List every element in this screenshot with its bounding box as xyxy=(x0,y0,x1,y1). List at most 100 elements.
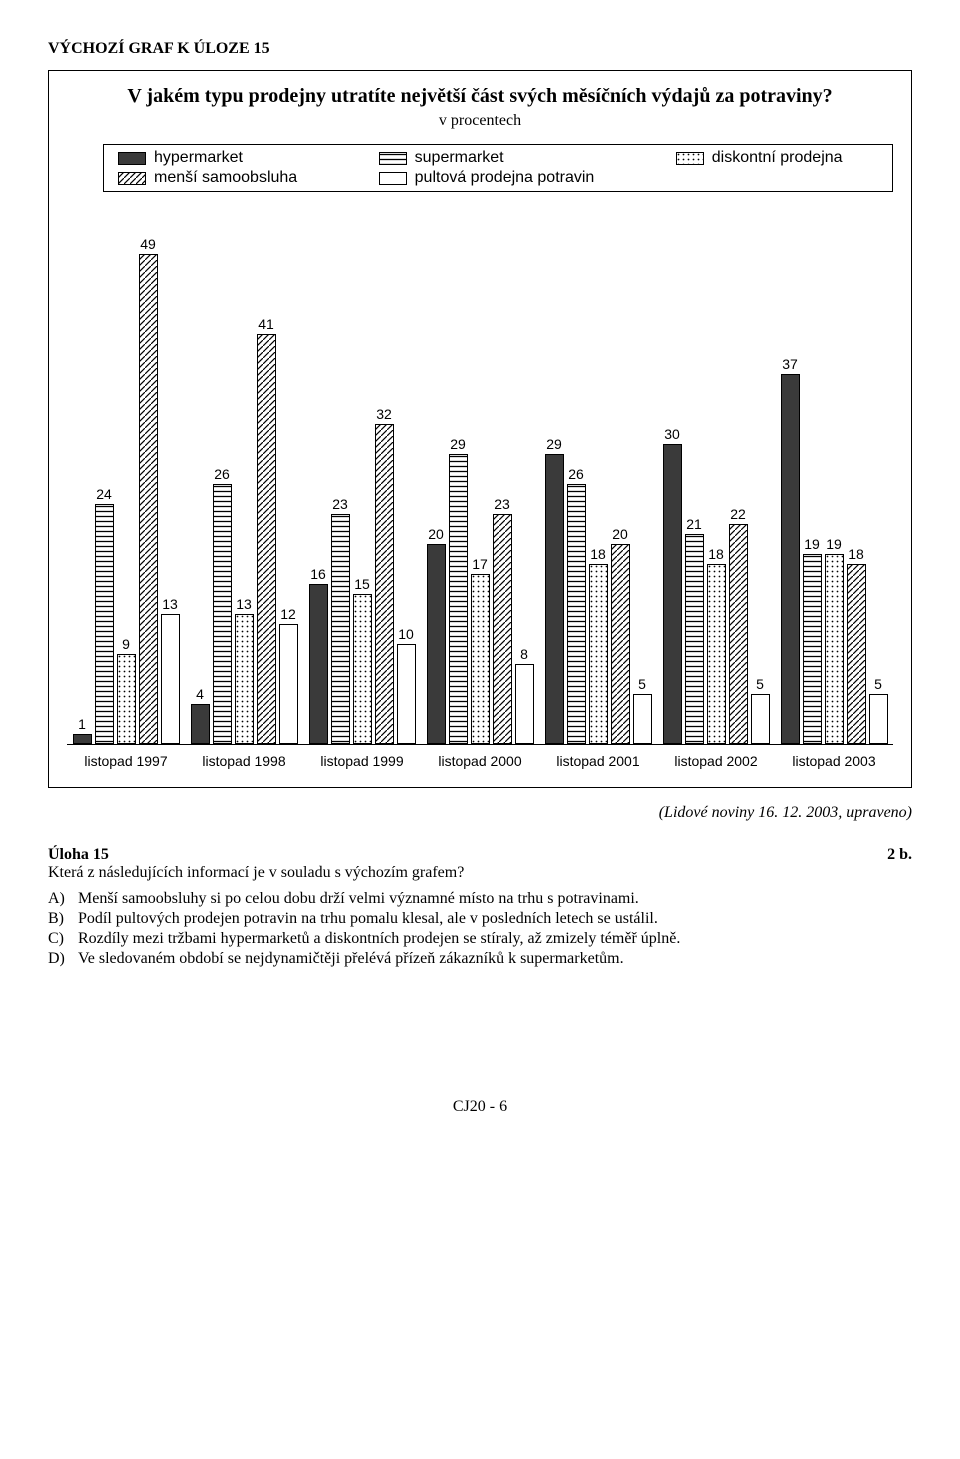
year-group: 16 23 1532 10 xyxy=(303,224,421,744)
chart-bar: 5 xyxy=(751,224,770,744)
answer-option: D) Ve sledovaném období se nejdynamičtěji… xyxy=(48,950,912,968)
chart-bar: 15 xyxy=(353,224,372,744)
chart-bar: 18 xyxy=(589,224,608,744)
chart-bar: 30 xyxy=(663,224,682,744)
option-letter: D) xyxy=(48,950,72,968)
bar-value-label: 4 xyxy=(196,686,204,702)
chart-bar: 19 xyxy=(803,224,822,744)
legend-item: diskontní prodejna xyxy=(676,149,878,167)
chart-bar: 29 xyxy=(449,224,468,744)
year-group: 1 24 9 49 13 xyxy=(67,224,185,744)
chart-bar: 26 xyxy=(567,224,586,744)
bar-value-label: 8 xyxy=(520,646,528,662)
bar-value-label: 19 xyxy=(826,536,842,552)
bar-value-label: 30 xyxy=(664,426,680,442)
answer-option: B)Podíl pultových prodejen potravin na t… xyxy=(48,910,912,928)
chart-bar: 10 xyxy=(397,224,416,744)
bar-value-label: 37 xyxy=(782,356,798,372)
bar-value-label: 21 xyxy=(686,516,702,532)
x-axis-label: listopad 2002 xyxy=(657,753,775,769)
legend-label: pultová prodejna potravin xyxy=(415,169,595,187)
bar-value-label: 5 xyxy=(638,676,646,692)
bar-value-label: 32 xyxy=(376,406,392,422)
chart-bar: 41 xyxy=(257,224,276,744)
bar-value-label: 26 xyxy=(568,466,584,482)
chart-bar: 16 xyxy=(309,224,328,744)
task-label: Úloha 15 xyxy=(48,846,109,864)
chart-bar: 23 xyxy=(331,224,350,744)
bar-value-label: 23 xyxy=(332,496,348,512)
bar-value-label: 5 xyxy=(756,676,764,692)
option-text: Menší samoobsluhy si po celou dobu drží … xyxy=(78,890,639,908)
chart-subtitle: v procentech xyxy=(67,112,893,130)
chart-bar: 4 xyxy=(191,224,210,744)
chart-bar: 18 xyxy=(847,224,866,744)
bar-value-label: 12 xyxy=(280,606,296,622)
legend-label: diskontní prodejna xyxy=(712,149,843,167)
chart-container: V jakém typu prodejny utratíte největší … xyxy=(48,70,912,788)
bar-value-label: 41 xyxy=(258,316,274,332)
legend-item: menší samoobsluha xyxy=(118,169,333,187)
year-group: 20 29 17 23 8 xyxy=(421,224,539,744)
option-text: Ve sledovaném období se nejdynamičtěji p… xyxy=(78,950,624,968)
legend-item: hypermarket xyxy=(118,149,333,167)
bar-value-label: 20 xyxy=(612,526,628,542)
bar-value-label: 13 xyxy=(236,596,252,612)
chart-bar: 5 xyxy=(869,224,888,744)
section-header: VÝCHOZÍ GRAF K ÚLOZE 15 xyxy=(48,40,912,58)
answer-option: C) Rozdíly mezi tržbami hypermarketů a di… xyxy=(48,930,912,948)
x-axis-label: listopad 1998 xyxy=(185,753,303,769)
bar-value-label: 9 xyxy=(122,636,130,652)
chart-bar: 26 xyxy=(213,224,232,744)
chart-bar: 21 xyxy=(685,224,704,744)
bar-value-label: 29 xyxy=(546,436,562,452)
chart-bar: 17 xyxy=(471,224,490,744)
x-axis-label: listopad 2001 xyxy=(539,753,657,769)
bar-value-label: 10 xyxy=(398,626,414,642)
chart-bar: 29 xyxy=(545,224,564,744)
bar-value-label: 1 xyxy=(78,716,86,732)
option-letter: C) xyxy=(48,930,72,948)
bar-value-label: 49 xyxy=(140,236,156,252)
x-axis-label: listopad 1997 xyxy=(67,753,185,769)
option-text: Podíl pultových prodejen potravin na trh… xyxy=(78,910,658,928)
answer-options: A)Menší samoobsluhy si po celou dobu drž… xyxy=(48,890,912,968)
year-group: 371919185 xyxy=(775,224,893,744)
chart-bar: 20 xyxy=(427,224,446,744)
bar-value-label: 20 xyxy=(428,526,444,542)
x-axis-label: listopad 1999 xyxy=(303,753,421,769)
chart-bar: 18 xyxy=(707,224,726,744)
chart-bar: 24 xyxy=(95,224,114,744)
chart-bar: 5 xyxy=(633,224,652,744)
chart-legend: hypermarket supermarket diskontní prodejna… xyxy=(103,144,893,192)
chart-bar: 22 xyxy=(729,224,748,744)
x-axis-label: listopad 2003 xyxy=(775,753,893,769)
legend-item: supermarket xyxy=(379,149,630,167)
page-footer: CJ20 - 6 xyxy=(48,1098,912,1116)
chart-bar: 19 xyxy=(825,224,844,744)
chart-bar: 32 xyxy=(375,224,394,744)
year-group: 29 26 18 20 5 xyxy=(539,224,657,744)
chart-x-axis: listopad 1997listopad 1998listopad 1999l… xyxy=(67,744,893,769)
bar-value-label: 17 xyxy=(472,556,488,572)
bar-value-label: 18 xyxy=(708,546,724,562)
bar-value-label: 13 xyxy=(162,596,178,612)
source-line: (Lidové noviny 16. 12. 2003, upraveno) xyxy=(48,804,912,822)
bar-value-label: 29 xyxy=(450,436,466,452)
legend-label: supermarket xyxy=(415,149,504,167)
chart-bar: 20 xyxy=(611,224,630,744)
task-points: 2 b. xyxy=(887,846,912,864)
bar-value-label: 16 xyxy=(310,566,326,582)
answer-option: A)Menší samoobsluhy si po celou dobu drž… xyxy=(48,890,912,908)
legend-label: menší samoobsluha xyxy=(154,169,297,187)
bar-value-label: 24 xyxy=(96,486,112,502)
chart-bar: 23 xyxy=(493,224,512,744)
chart-bar: 49 xyxy=(139,224,158,744)
year-group: 30 21 18 22 5 xyxy=(657,224,775,744)
bar-value-label: 18 xyxy=(590,546,606,562)
chart-bar: 12 xyxy=(279,224,298,744)
x-axis-label: listopad 2000 xyxy=(421,753,539,769)
option-text: Rozdíly mezi tržbami hypermarketů a disk… xyxy=(78,930,680,948)
chart-bar: 37 xyxy=(781,224,800,744)
task-question: Která z následujících informací je v sou… xyxy=(48,864,912,882)
